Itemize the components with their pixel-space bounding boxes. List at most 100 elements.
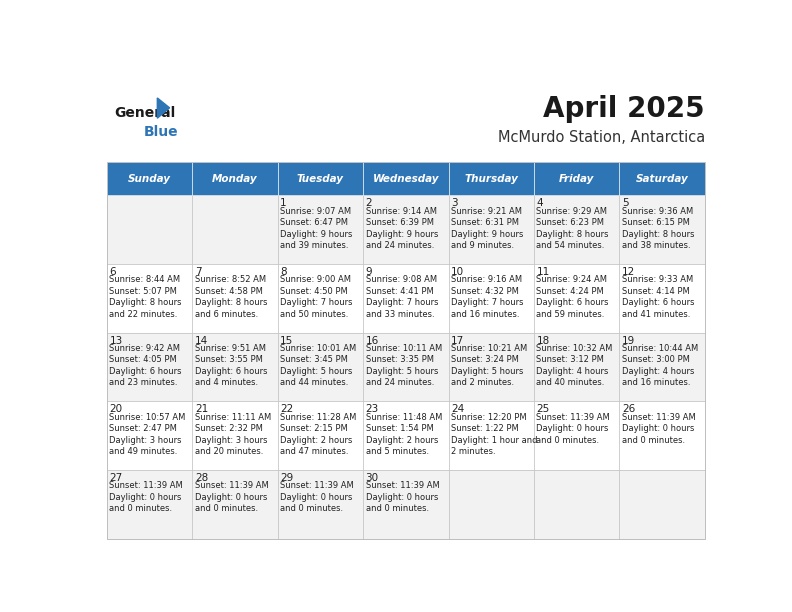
- Text: 25: 25: [536, 404, 550, 414]
- Bar: [192, 195, 278, 264]
- Text: Sunrise: 10:01 AM
Sunset: 3:45 PM
Daylight: 5 hours
and 44 minutes.: Sunrise: 10:01 AM Sunset: 3:45 PM Daylig…: [280, 344, 356, 387]
- Text: April 2025: April 2025: [543, 95, 705, 123]
- Text: 11: 11: [536, 267, 550, 277]
- Bar: [278, 470, 364, 539]
- Text: Sunrise: 8:44 AM
Sunset: 5:07 PM
Daylight: 8 hours
and 22 minutes.: Sunrise: 8:44 AM Sunset: 5:07 PM Dayligh…: [109, 275, 182, 319]
- Text: 10: 10: [451, 267, 464, 277]
- Bar: [534, 333, 619, 401]
- Text: Friday: Friday: [559, 174, 595, 184]
- Text: 14: 14: [195, 335, 208, 346]
- Bar: [192, 401, 278, 470]
- Text: Sunrise: 9:42 AM
Sunset: 4:05 PM
Daylight: 6 hours
and 23 minutes.: Sunrise: 9:42 AM Sunset: 4:05 PM Dayligh…: [109, 344, 182, 387]
- Text: 6: 6: [109, 267, 116, 277]
- Bar: [192, 162, 278, 195]
- Bar: [364, 333, 448, 401]
- Text: Sunset: 11:39 AM
Daylight: 0 hours
and 0 minutes.: Sunset: 11:39 AM Daylight: 0 hours and 0…: [109, 481, 183, 513]
- Text: General: General: [114, 106, 176, 121]
- Text: Sunset: 11:39 AM
Daylight: 0 hours
and 0 minutes.: Sunset: 11:39 AM Daylight: 0 hours and 0…: [536, 412, 610, 444]
- Text: 26: 26: [622, 404, 635, 414]
- Text: Sunset: 11:39 AM
Daylight: 0 hours
and 0 minutes.: Sunset: 11:39 AM Daylight: 0 hours and 0…: [195, 481, 268, 513]
- Text: 5: 5: [622, 198, 629, 208]
- Text: Sunrise: 9:36 AM
Sunset: 6:15 PM
Daylight: 8 hours
and 38 minutes.: Sunrise: 9:36 AM Sunset: 6:15 PM Dayligh…: [622, 207, 695, 250]
- Bar: [448, 333, 534, 401]
- Bar: [448, 264, 534, 333]
- Bar: [107, 162, 192, 195]
- Text: 4: 4: [536, 198, 543, 208]
- Text: 1: 1: [280, 198, 287, 208]
- Text: Saturday: Saturday: [636, 174, 688, 184]
- Text: Sunday: Sunday: [128, 174, 171, 184]
- Text: 29: 29: [280, 472, 294, 483]
- Bar: [534, 195, 619, 264]
- Text: Sunset: 11:39 AM
Daylight: 0 hours
and 0 minutes.: Sunset: 11:39 AM Daylight: 0 hours and 0…: [366, 481, 440, 513]
- Bar: [364, 195, 448, 264]
- Bar: [534, 162, 619, 195]
- Text: 30: 30: [366, 472, 379, 483]
- Bar: [534, 470, 619, 539]
- Bar: [619, 264, 705, 333]
- Text: 27: 27: [109, 472, 123, 483]
- Bar: [192, 264, 278, 333]
- Text: Sunrise: 9:29 AM
Sunset: 6:23 PM
Daylight: 8 hours
and 54 minutes.: Sunrise: 9:29 AM Sunset: 6:23 PM Dayligh…: [536, 207, 609, 250]
- Text: Sunrise: 9:24 AM
Sunset: 4:24 PM
Daylight: 6 hours
and 59 minutes.: Sunrise: 9:24 AM Sunset: 4:24 PM Dayligh…: [536, 275, 609, 319]
- Bar: [107, 195, 192, 264]
- Bar: [619, 162, 705, 195]
- Text: Sunrise: 11:28 AM
Sunset: 2:15 PM
Daylight: 2 hours
and 47 minutes.: Sunrise: 11:28 AM Sunset: 2:15 PM Daylig…: [280, 412, 356, 456]
- Text: 21: 21: [195, 404, 208, 414]
- Text: Sunrise: 9:08 AM
Sunset: 4:41 PM
Daylight: 7 hours
and 33 minutes.: Sunrise: 9:08 AM Sunset: 4:41 PM Dayligh…: [366, 275, 438, 319]
- Text: Sunrise: 9:16 AM
Sunset: 4:32 PM
Daylight: 7 hours
and 16 minutes.: Sunrise: 9:16 AM Sunset: 4:32 PM Dayligh…: [451, 275, 524, 319]
- Text: Blue: Blue: [144, 125, 178, 140]
- Text: Sunrise: 9:07 AM
Sunset: 6:47 PM
Daylight: 9 hours
and 39 minutes.: Sunrise: 9:07 AM Sunset: 6:47 PM Dayligh…: [280, 207, 352, 250]
- Text: 12: 12: [622, 267, 635, 277]
- Text: Sunrise: 10:11 AM
Sunset: 3:35 PM
Daylight: 5 hours
and 24 minutes.: Sunrise: 10:11 AM Sunset: 3:35 PM Daylig…: [366, 344, 442, 387]
- Bar: [619, 333, 705, 401]
- Text: Sunset: 11:39 AM
Daylight: 0 hours
and 0 minutes.: Sunset: 11:39 AM Daylight: 0 hours and 0…: [622, 412, 695, 444]
- Bar: [448, 162, 534, 195]
- Text: Sunrise: 10:32 AM
Sunset: 3:12 PM
Daylight: 4 hours
and 40 minutes.: Sunrise: 10:32 AM Sunset: 3:12 PM Daylig…: [536, 344, 613, 387]
- Bar: [278, 162, 364, 195]
- Text: 13: 13: [109, 335, 123, 346]
- Text: 8: 8: [280, 267, 287, 277]
- Bar: [192, 470, 278, 539]
- Text: Sunrise: 11:11 AM
Sunset: 2:32 PM
Daylight: 3 hours
and 20 minutes.: Sunrise: 11:11 AM Sunset: 2:32 PM Daylig…: [195, 412, 271, 456]
- Text: 9: 9: [366, 267, 372, 277]
- Text: 22: 22: [280, 404, 294, 414]
- Bar: [107, 264, 192, 333]
- Bar: [278, 195, 364, 264]
- Text: 28: 28: [195, 472, 208, 483]
- Bar: [534, 264, 619, 333]
- Text: Sunrise: 9:00 AM
Sunset: 4:50 PM
Daylight: 7 hours
and 50 minutes.: Sunrise: 9:00 AM Sunset: 4:50 PM Dayligh…: [280, 275, 352, 319]
- Bar: [364, 162, 448, 195]
- Bar: [364, 264, 448, 333]
- Text: Sunrise: 10:44 AM
Sunset: 3:00 PM
Daylight: 4 hours
and 16 minutes.: Sunrise: 10:44 AM Sunset: 3:00 PM Daylig…: [622, 344, 698, 387]
- Text: 2: 2: [366, 198, 372, 208]
- Bar: [534, 401, 619, 470]
- Text: Thursday: Thursday: [464, 174, 518, 184]
- Bar: [619, 401, 705, 470]
- Bar: [448, 195, 534, 264]
- Bar: [107, 470, 192, 539]
- Text: 17: 17: [451, 335, 464, 346]
- Text: 18: 18: [536, 335, 550, 346]
- Text: Sunrise: 12:20 PM
Sunset: 1:22 PM
Daylight: 1 hour and
2 minutes.: Sunrise: 12:20 PM Sunset: 1:22 PM Daylig…: [451, 412, 538, 456]
- Bar: [192, 333, 278, 401]
- Text: Sunrise: 9:14 AM
Sunset: 6:39 PM
Daylight: 9 hours
and 24 minutes.: Sunrise: 9:14 AM Sunset: 6:39 PM Dayligh…: [366, 207, 438, 250]
- Text: Sunset: 11:39 AM
Daylight: 0 hours
and 0 minutes.: Sunset: 11:39 AM Daylight: 0 hours and 0…: [280, 481, 354, 513]
- Text: Sunrise: 11:48 AM
Sunset: 1:54 PM
Daylight: 2 hours
and 5 minutes.: Sunrise: 11:48 AM Sunset: 1:54 PM Daylig…: [366, 412, 442, 456]
- Text: Sunrise: 9:51 AM
Sunset: 3:55 PM
Daylight: 6 hours
and 4 minutes.: Sunrise: 9:51 AM Sunset: 3:55 PM Dayligh…: [195, 344, 268, 387]
- Text: Sunrise: 9:33 AM
Sunset: 4:14 PM
Daylight: 6 hours
and 41 minutes.: Sunrise: 9:33 AM Sunset: 4:14 PM Dayligh…: [622, 275, 695, 319]
- Bar: [619, 470, 705, 539]
- Bar: [278, 401, 364, 470]
- Text: McMurdo Station, Antarctica: McMurdo Station, Antarctica: [497, 130, 705, 146]
- Text: Sunrise: 9:21 AM
Sunset: 6:31 PM
Daylight: 9 hours
and 9 minutes.: Sunrise: 9:21 AM Sunset: 6:31 PM Dayligh…: [451, 207, 524, 250]
- Text: 15: 15: [280, 335, 294, 346]
- Bar: [107, 333, 192, 401]
- Text: 23: 23: [366, 404, 379, 414]
- Text: Monday: Monday: [212, 174, 258, 184]
- Bar: [107, 401, 192, 470]
- Text: 19: 19: [622, 335, 635, 346]
- Polygon shape: [158, 98, 169, 118]
- Text: 16: 16: [366, 335, 379, 346]
- Bar: [364, 401, 448, 470]
- Bar: [448, 470, 534, 539]
